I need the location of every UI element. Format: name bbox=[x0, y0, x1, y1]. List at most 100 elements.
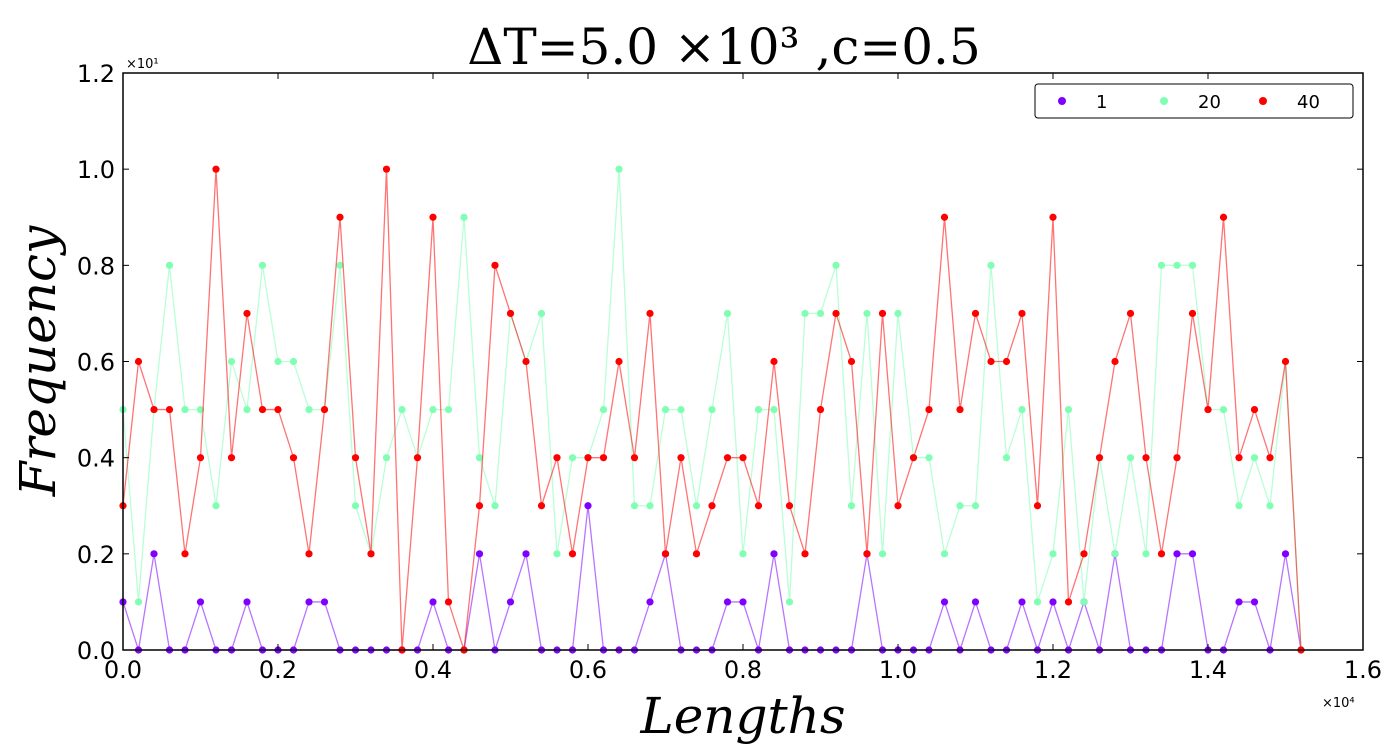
data-point bbox=[274, 405, 282, 414]
data-point bbox=[816, 309, 825, 318]
data-point bbox=[584, 454, 592, 462]
data-point bbox=[506, 598, 515, 606]
data-point bbox=[1142, 550, 1150, 558]
data-point bbox=[568, 454, 577, 462]
data-point bbox=[1018, 598, 1026, 606]
x-tick-label: 1.6 bbox=[1344, 656, 1382, 684]
data-point bbox=[1126, 454, 1135, 462]
data-point bbox=[444, 405, 453, 414]
data-point bbox=[785, 502, 794, 510]
series-1 bbox=[119, 502, 1305, 654]
legend-label-40: 40 bbox=[1297, 92, 1320, 113]
data-point bbox=[615, 357, 623, 366]
data-point bbox=[1173, 261, 1181, 269]
data-point bbox=[971, 309, 980, 318]
data-point bbox=[956, 502, 964, 510]
legend-marker-20 bbox=[1160, 97, 1168, 105]
data-point bbox=[196, 598, 205, 606]
data-point bbox=[661, 405, 670, 414]
data-point bbox=[646, 309, 654, 318]
data-point bbox=[522, 550, 530, 558]
data-point bbox=[351, 454, 360, 462]
y-tick-label: 0.2 bbox=[77, 541, 115, 569]
data-point bbox=[770, 405, 778, 414]
data-point bbox=[770, 550, 778, 558]
data-point bbox=[630, 454, 639, 462]
data-point bbox=[599, 454, 608, 462]
data-point bbox=[165, 405, 174, 414]
data-point bbox=[227, 454, 236, 462]
data-point bbox=[1188, 309, 1197, 318]
data-point bbox=[1188, 261, 1197, 269]
x-tick-label: 0.6 bbox=[569, 656, 607, 684]
data-point bbox=[165, 261, 174, 269]
data-point bbox=[925, 454, 933, 462]
data-point bbox=[692, 550, 701, 558]
data-point bbox=[243, 598, 251, 606]
data-point bbox=[692, 502, 701, 510]
data-point bbox=[305, 550, 313, 558]
x-tick-label: 0.8 bbox=[724, 656, 762, 684]
data-point bbox=[894, 502, 902, 510]
data-point bbox=[723, 454, 732, 462]
data-point bbox=[1235, 598, 1243, 606]
data-point bbox=[537, 502, 546, 510]
data-point bbox=[1080, 550, 1088, 558]
y-tick-label: 0.8 bbox=[77, 252, 115, 280]
data-point bbox=[429, 213, 437, 221]
legend-marker-1 bbox=[1058, 97, 1066, 105]
data-point bbox=[739, 550, 747, 558]
data-point bbox=[1235, 454, 1243, 462]
data-point bbox=[1250, 405, 1259, 414]
data-point bbox=[1111, 357, 1119, 366]
legend-marker-40 bbox=[1259, 97, 1267, 105]
data-point bbox=[553, 454, 561, 462]
data-point bbox=[847, 357, 856, 366]
data-point bbox=[289, 454, 298, 462]
data-point bbox=[429, 405, 437, 414]
y-axis-title: Frequency bbox=[9, 225, 67, 497]
data-point bbox=[1219, 405, 1228, 414]
data-point bbox=[940, 598, 949, 606]
y-tick-label: 0.4 bbox=[77, 445, 115, 473]
data-point bbox=[894, 309, 902, 318]
x-axis-title: Lengths bbox=[640, 687, 846, 745]
data-point bbox=[801, 309, 809, 318]
data-point bbox=[971, 598, 980, 606]
data-point bbox=[196, 405, 205, 414]
data-point bbox=[1250, 598, 1259, 606]
data-point bbox=[940, 213, 949, 221]
legend-box bbox=[1034, 83, 1354, 119]
data-point bbox=[1064, 405, 1073, 414]
data-point bbox=[1219, 213, 1228, 221]
data-point bbox=[878, 309, 887, 318]
plot-frame bbox=[122, 72, 1364, 651]
data-point bbox=[1142, 454, 1150, 462]
series-40 bbox=[119, 165, 1305, 654]
data-point bbox=[677, 405, 685, 414]
data-point bbox=[1002, 357, 1011, 366]
data-point bbox=[987, 357, 995, 366]
data-point bbox=[1204, 405, 1212, 414]
data-point bbox=[336, 213, 344, 221]
data-point bbox=[1033, 502, 1042, 510]
y-exponent-label: ×10¹ bbox=[126, 57, 159, 72]
data-point bbox=[646, 502, 654, 510]
x-exponent-label: ×10⁴ bbox=[1322, 696, 1355, 711]
data-point bbox=[925, 405, 933, 414]
data-point bbox=[1281, 550, 1290, 558]
x-tick-label: 0.4 bbox=[414, 656, 452, 684]
data-point bbox=[258, 261, 267, 269]
data-point bbox=[1111, 550, 1119, 558]
data-point bbox=[212, 165, 220, 173]
x-tick-label: 0.0 bbox=[104, 656, 142, 684]
y-tick-label: 0.0 bbox=[77, 637, 115, 665]
data-point bbox=[909, 454, 918, 462]
x-tick-label: 1.2 bbox=[1034, 656, 1072, 684]
data-point bbox=[584, 502, 592, 510]
data-point bbox=[351, 502, 360, 510]
data-point bbox=[1266, 454, 1274, 462]
data-point bbox=[832, 261, 840, 269]
series-line-1 bbox=[122, 505, 1302, 653]
